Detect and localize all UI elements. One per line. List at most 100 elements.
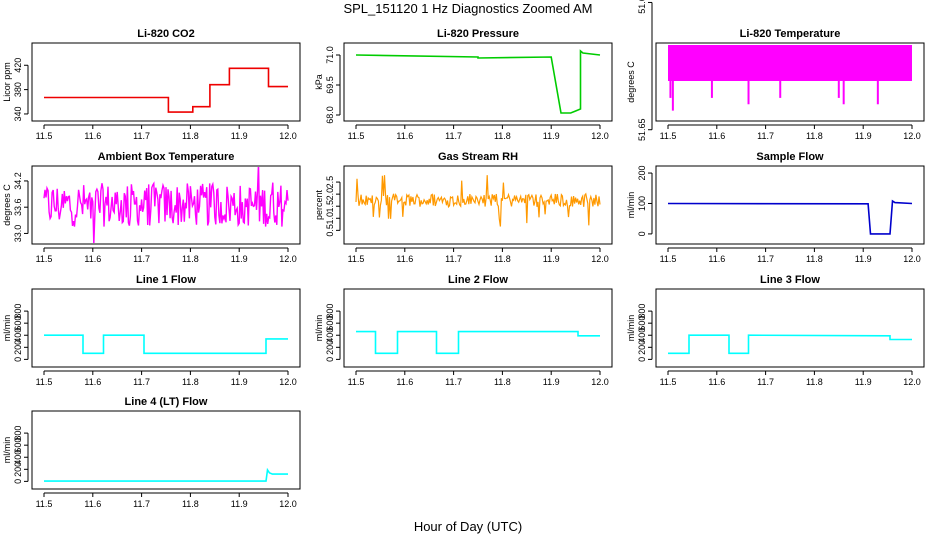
chart-panel: Line 1 Flow ml/min 11.5 11.6 11.7 11.8 11.9 12.… xyxy=(2,274,301,387)
x-tick-label: 11.9 xyxy=(231,499,248,509)
chart-panel: Sample Flow ml/min 11.5 11.6 11.7 11.8 11.9 12.… xyxy=(626,151,925,264)
y-tick-label: 800 xyxy=(325,304,335,319)
panel-title: Sample Flow xyxy=(756,151,824,163)
x-tick-label: 11.8 xyxy=(806,254,823,264)
plot-frame xyxy=(343,288,613,368)
data-line xyxy=(44,334,288,355)
y-tick-label: 2.0 xyxy=(325,188,335,201)
panels: Li-820 CO2 Licor ppm 11.5 11.6 11.7 11.8 11.9 1… xyxy=(2,0,925,509)
x-tick-label: 11.8 xyxy=(494,131,511,141)
x-tick-label: 11.7 xyxy=(445,377,462,387)
plot-frame xyxy=(343,42,613,122)
panel-title: Li-820 Pressure xyxy=(437,28,519,40)
data-line xyxy=(356,330,600,355)
y-tick-label: 33.0 xyxy=(13,225,23,243)
y-tick-label: 400 xyxy=(325,328,335,343)
chart-panel: Li-820 Pressure kPa 11.5 11.6 11.7 11.8 11.9 12… xyxy=(314,28,613,141)
data-line xyxy=(44,467,288,482)
chart-panel: Li-820 Temperature degrees C 11.5 11.6 11.7 1… xyxy=(626,0,925,141)
plot-frame xyxy=(343,165,613,245)
y-tick-label: 600 xyxy=(325,316,335,331)
x-tick-label: 12.0 xyxy=(279,499,297,509)
x-tick-label: 12.0 xyxy=(591,377,609,387)
series-group xyxy=(44,334,288,355)
y-tick-label: 600 xyxy=(13,438,23,453)
x-tick-label: 11.8 xyxy=(806,131,823,141)
x-tick-label: 11.8 xyxy=(182,377,199,387)
x-tick-label: 12.0 xyxy=(279,377,297,387)
plot-frame xyxy=(31,42,301,122)
x-tick-label: 11.8 xyxy=(806,377,823,387)
x-tick-label: 11.7 xyxy=(757,377,774,387)
x-tick-label: 11.7 xyxy=(757,131,774,141)
data-line xyxy=(44,67,288,113)
panel-title: Li-820 CO2 xyxy=(137,28,194,40)
x-tick-label: 11.8 xyxy=(182,499,199,509)
x-tick-label: 11.6 xyxy=(84,254,101,264)
x-tick-label: 11.9 xyxy=(855,254,872,264)
y-tick-label: 0 xyxy=(637,231,647,236)
y-tick-label: 0 xyxy=(325,357,335,362)
y-tick-label: 0 xyxy=(637,357,647,362)
y-axis-label: ml/min xyxy=(626,315,636,342)
data-line xyxy=(668,334,912,355)
y-tick-label: 0.5 xyxy=(325,224,335,237)
x-tick-label: 11.7 xyxy=(133,499,150,509)
y-tick-label: 68.0 xyxy=(325,106,335,124)
chart-panel: Line 3 Flow ml/min 11.5 11.6 11.7 11.8 11.9 12.… xyxy=(626,274,925,387)
y-tick-label: 1.0 xyxy=(325,212,335,225)
x-tick-label: 11.9 xyxy=(543,254,560,264)
y-tick-label: 51.63 xyxy=(637,0,647,14)
panel-title: Gas Stream RH xyxy=(438,151,518,163)
x-tick-label: 11.7 xyxy=(133,254,150,264)
panel-title: Line 1 Flow xyxy=(136,274,196,286)
y-tick-label: 400 xyxy=(13,450,23,465)
plot-frame xyxy=(31,410,301,490)
panel-title: Li-820 Temperature xyxy=(740,28,841,40)
x-tick-label: 11.6 xyxy=(708,131,725,141)
y-tick-label: 800 xyxy=(637,304,647,319)
y-tick-label: 400 xyxy=(637,328,647,343)
plot-frame xyxy=(655,165,925,245)
x-tick-label: 12.0 xyxy=(903,254,921,264)
x-tick-label: 11.5 xyxy=(660,377,677,387)
y-tick-label: 51.65 xyxy=(637,118,647,141)
y-axis-label: degrees C xyxy=(626,61,636,103)
y-axis-label: degrees C xyxy=(2,184,12,226)
y-tick-label: 200 xyxy=(13,340,23,355)
x-tick-label: 12.0 xyxy=(279,254,297,264)
y-axis-label: kPa xyxy=(314,74,324,90)
x-tick-label: 11.6 xyxy=(84,131,101,141)
y-tick-label: 420 xyxy=(13,58,23,73)
y-axis-label: Licor ppm xyxy=(2,62,12,102)
data-band xyxy=(668,45,912,81)
x-tick-label: 11.6 xyxy=(396,377,413,387)
series-group xyxy=(667,199,913,235)
x-tick-label: 11.5 xyxy=(348,377,365,387)
y-tick-label: 800 xyxy=(13,426,23,441)
y-tick-label: 0 xyxy=(13,479,23,484)
x-tick-label: 11.9 xyxy=(231,131,248,141)
x-tick-label: 11.9 xyxy=(855,377,872,387)
x-tick-label: 11.9 xyxy=(543,131,560,141)
y-tick-label: 400 xyxy=(13,328,23,343)
x-tick-label: 11.5 xyxy=(348,131,365,141)
x-tick-label: 11.8 xyxy=(182,131,199,141)
y-tick-label: 200 xyxy=(637,166,647,181)
x-tick-label: 11.8 xyxy=(494,377,511,387)
y-axis-label: percent xyxy=(314,189,324,220)
y-tick-label: 100 xyxy=(637,196,647,211)
series-group xyxy=(43,167,289,243)
y-tick-label: 380 xyxy=(13,82,23,97)
x-tick-label: 12.0 xyxy=(903,131,921,141)
plot-frame xyxy=(31,165,301,245)
y-tick-label: 34.2 xyxy=(13,172,23,190)
x-tick-label: 12.0 xyxy=(591,131,609,141)
series-group xyxy=(668,45,912,111)
series-group xyxy=(44,467,288,482)
series-group xyxy=(356,330,600,355)
y-axis-label: ml/min xyxy=(314,315,324,342)
y-tick-label: 600 xyxy=(637,316,647,331)
y-tick-label: 200 xyxy=(13,462,23,477)
x-tick-label: 11.5 xyxy=(36,499,53,509)
